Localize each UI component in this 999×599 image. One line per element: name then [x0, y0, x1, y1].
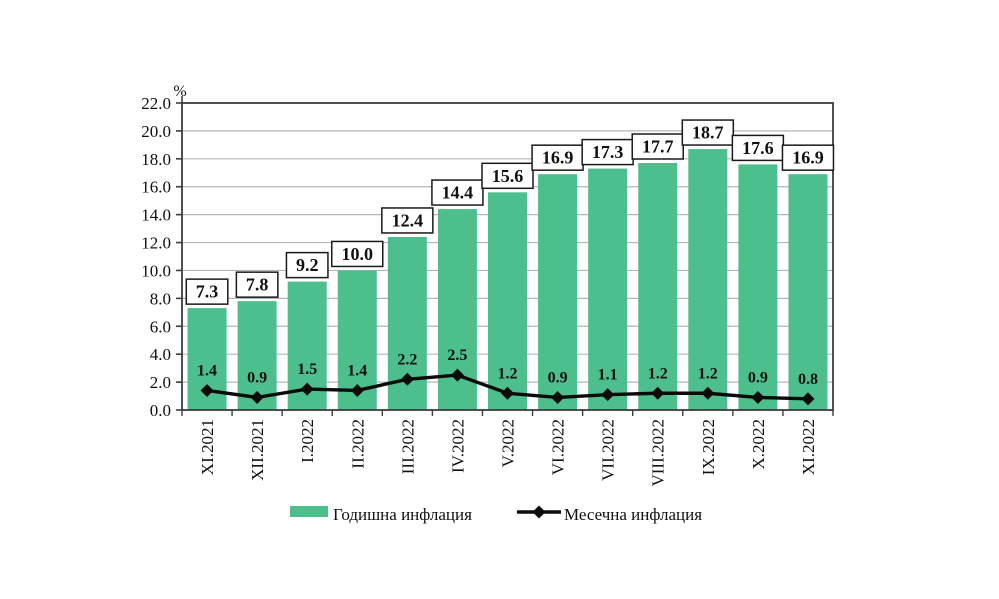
x-axis-label: X.2022: [749, 419, 768, 470]
monthly-marker-diamond: [751, 390, 765, 404]
x-axis-label: II.2022: [348, 419, 367, 469]
bar-value-box: [431, 179, 484, 206]
x-axis-label: XII.2021: [248, 419, 267, 481]
y-tick-label: 14.0: [141, 206, 171, 225]
y-tick-label: 2.0: [150, 373, 171, 392]
annual-inflation-bar: [638, 163, 678, 410]
monthly-marker-diamond: [250, 390, 264, 404]
bar-value-label: 17.3: [592, 142, 624, 162]
bar-value-label: 7.8: [246, 275, 269, 295]
y-tick-label: 12.0: [141, 234, 171, 253]
monthly-marker-diamond: [601, 388, 615, 402]
x-axis-label: XI.2021: [198, 419, 217, 475]
bar-value-label: 10.0: [342, 244, 374, 264]
x-axis-label: V.2022: [499, 419, 518, 467]
bar-value-box: [731, 134, 785, 162]
monthly-marker-diamond: [300, 382, 314, 396]
monthly-marker-diamond: [350, 383, 364, 397]
bar-value-label: 12.4: [392, 210, 424, 230]
bar-value-label: 17.7: [642, 137, 674, 157]
y-tick-label: 20.0: [141, 122, 171, 141]
monthly-marker-diamond: [501, 386, 514, 400]
annual-inflation-bar: [738, 164, 778, 410]
x-axis-label: IV.2022: [448, 419, 467, 473]
y-tick-label: 4.0: [150, 345, 171, 364]
annual-inflation-bar: [788, 174, 828, 410]
bar-value-box: [781, 144, 835, 171]
bar-value-box: [235, 271, 279, 298]
monthly-value-label: 0.9: [247, 369, 267, 386]
monthly-value-label: 1.4: [347, 362, 367, 379]
x-axis-label: IX.2022: [699, 419, 718, 475]
monthly-value-label: 0.9: [748, 369, 768, 386]
monthly-marker-diamond: [801, 392, 815, 406]
bar-value-box: [581, 138, 634, 166]
bar-value-label: 16.9: [542, 148, 574, 168]
bar-value-box: [381, 207, 434, 234]
monthly-value-label: 1.2: [698, 365, 718, 382]
x-axis-label: VI.2022: [549, 419, 568, 475]
bar-value-box: [185, 278, 229, 305]
monthly-marker-diamond: [400, 372, 414, 386]
x-axis-label: VIII.2022: [649, 419, 668, 487]
y-tick-label: 10.0: [141, 261, 171, 280]
x-axis-label: I.2022: [298, 419, 317, 463]
monthly-marker-diamond: [701, 386, 715, 400]
bar-value-label: 18.7: [692, 123, 724, 143]
legend-annual-swatch: [290, 506, 328, 517]
monthly-value-label: 1.2: [648, 365, 668, 382]
bar-value-label: 7.3: [196, 282, 219, 302]
monthly-marker-diamond: [450, 368, 464, 382]
legend-diamond-marker: [532, 505, 546, 519]
y-tick-label: 18.0: [141, 150, 171, 169]
plot-frame: [181, 102, 834, 411]
annual-inflation-bar: [488, 192, 527, 410]
x-axis-label: III.2022: [398, 419, 417, 474]
x-axis-label: VII.2022: [599, 419, 618, 481]
legend-annual-label: Годишна инфлация: [333, 505, 472, 524]
bar-value-box: [631, 133, 684, 160]
monthly-marker-diamond: [551, 390, 565, 404]
monthly-value-label: 0.9: [548, 369, 568, 386]
x-axis-label: XI.2022: [799, 419, 818, 475]
bar-value-box: [531, 144, 584, 171]
monthly-value-label: 1.1: [598, 367, 618, 384]
bar-value-box: [481, 162, 534, 190]
y-tick-label: 0.0: [150, 401, 171, 420]
monthly-marker-diamond: [651, 386, 665, 400]
y-tick-label: 8.0: [150, 289, 171, 308]
y-tick-label: 6.0: [150, 317, 171, 336]
legend-monthly-label: Месечна инфлация: [564, 505, 702, 524]
annual-inflation-bar: [538, 174, 578, 410]
monthly-value-label: 2.5: [447, 347, 467, 364]
bar-value-label: 14.4: [442, 183, 474, 203]
bar-value-box: [285, 251, 329, 279]
bar-value-label: 16.9: [792, 148, 824, 168]
bar-value-label: 17.6: [742, 138, 774, 158]
monthly-value-label: 0.8: [798, 371, 818, 388]
monthly-value-label: 1.5: [297, 361, 317, 378]
bar-value-box: [681, 119, 735, 146]
annual-inflation-bar: [588, 168, 628, 410]
annual-inflation-bar: [688, 149, 728, 411]
bar-value-box: [331, 240, 384, 268]
bar-value-label: 15.6: [492, 166, 524, 186]
y-tick-label: 16.0: [141, 178, 171, 197]
y-tick-label: 22.0: [141, 94, 171, 113]
monthly-value-label: 2.2: [397, 351, 417, 368]
monthly-marker-diamond: [200, 383, 214, 397]
y-axis-unit-label: %: [173, 83, 186, 100]
bar-value-label: 9.2: [296, 255, 319, 275]
monthly-value-label: 1.4: [197, 362, 217, 379]
monthly-value-label: 1.2: [498, 365, 518, 382]
